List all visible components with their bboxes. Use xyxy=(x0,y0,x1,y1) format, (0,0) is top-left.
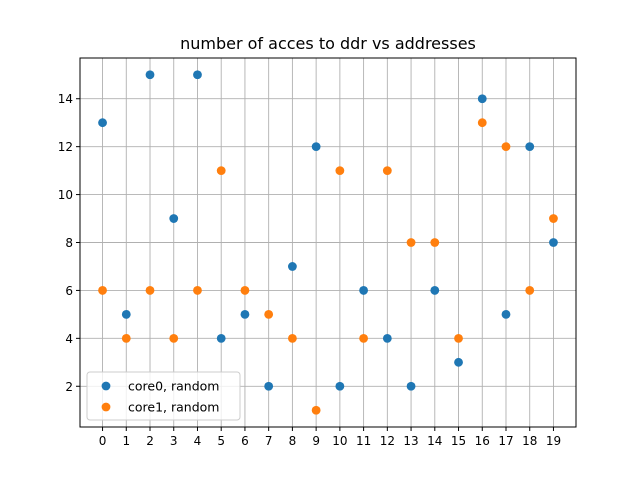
data-point xyxy=(216,333,226,343)
data-point xyxy=(501,309,511,319)
data-point xyxy=(145,286,155,295)
y-tick-label: 10 xyxy=(58,188,73,202)
data-points xyxy=(98,70,558,415)
data-point xyxy=(145,70,155,80)
legend-label: core0, random xyxy=(128,379,219,394)
data-point xyxy=(311,142,321,152)
data-point xyxy=(359,333,368,343)
data-point xyxy=(264,309,274,319)
data-point xyxy=(359,286,368,295)
legend-box xyxy=(86,371,241,421)
data-point xyxy=(193,286,202,295)
data-point xyxy=(549,238,558,247)
data-point xyxy=(525,286,535,295)
x-tick-label: 9 xyxy=(312,434,320,448)
data-point xyxy=(121,309,131,319)
y-tick-label: 4 xyxy=(65,332,73,346)
data-point xyxy=(288,333,297,343)
x-tick-label: 5 xyxy=(217,434,225,448)
y-tick-label: 12 xyxy=(58,140,73,154)
data-point xyxy=(193,70,202,80)
data-point xyxy=(382,333,392,343)
data-point xyxy=(382,166,392,176)
legend-label: core1, random xyxy=(128,400,219,415)
data-point xyxy=(501,142,511,152)
x-tick-label: 11 xyxy=(356,434,371,448)
x-tick-label: 2 xyxy=(146,434,154,448)
legend-marker xyxy=(101,381,111,391)
data-point xyxy=(335,381,345,391)
x-tick-label: 15 xyxy=(451,434,466,448)
data-point xyxy=(98,118,107,128)
x-tick-label: 13 xyxy=(403,434,418,448)
x-tick-label: 0 xyxy=(99,434,107,448)
data-point xyxy=(121,333,131,343)
data-point xyxy=(454,333,463,343)
y-tick-label: 2 xyxy=(65,380,73,394)
data-point xyxy=(477,118,487,128)
y-tick-label: 14 xyxy=(58,92,73,106)
data-point xyxy=(240,309,250,319)
x-tick-label: 12 xyxy=(380,434,395,448)
series-0 xyxy=(98,70,558,391)
data-point xyxy=(549,214,558,223)
y-tick-label: 6 xyxy=(65,284,73,298)
legend: core0, random core1, random xyxy=(86,371,241,421)
data-point xyxy=(216,166,226,176)
data-point xyxy=(430,286,440,295)
x-tick-label: 7 xyxy=(265,434,273,448)
x-tick-label: 16 xyxy=(475,434,490,448)
x-tick-label: 3 xyxy=(170,434,178,448)
data-point xyxy=(454,357,463,367)
data-point xyxy=(406,238,416,247)
data-point xyxy=(477,94,487,104)
data-point xyxy=(288,262,297,271)
data-point xyxy=(264,381,274,391)
data-point xyxy=(169,214,179,223)
chart-title: number of acces to ddr vs addresses xyxy=(180,34,476,53)
data-point xyxy=(406,381,416,391)
x-tick-label: 6 xyxy=(241,434,249,448)
x-tick-label: 19 xyxy=(546,434,561,448)
series-1 xyxy=(98,118,558,415)
x-tick-label: 14 xyxy=(427,434,442,448)
x-tick-label: 8 xyxy=(289,434,297,448)
data-point xyxy=(98,286,107,295)
data-point xyxy=(335,166,345,176)
data-point xyxy=(240,286,250,295)
data-point xyxy=(169,333,179,343)
legend-marker xyxy=(101,402,111,412)
x-tick-label: 10 xyxy=(332,434,347,448)
data-point xyxy=(311,405,321,415)
x-tick-label: 4 xyxy=(194,434,202,448)
data-point xyxy=(430,238,440,247)
x-tick-label: 18 xyxy=(522,434,537,448)
x-tick-label: 1 xyxy=(122,434,130,448)
x-tick-label: 17 xyxy=(498,434,513,448)
y-tick-label: 8 xyxy=(65,236,73,250)
data-point xyxy=(525,142,535,152)
